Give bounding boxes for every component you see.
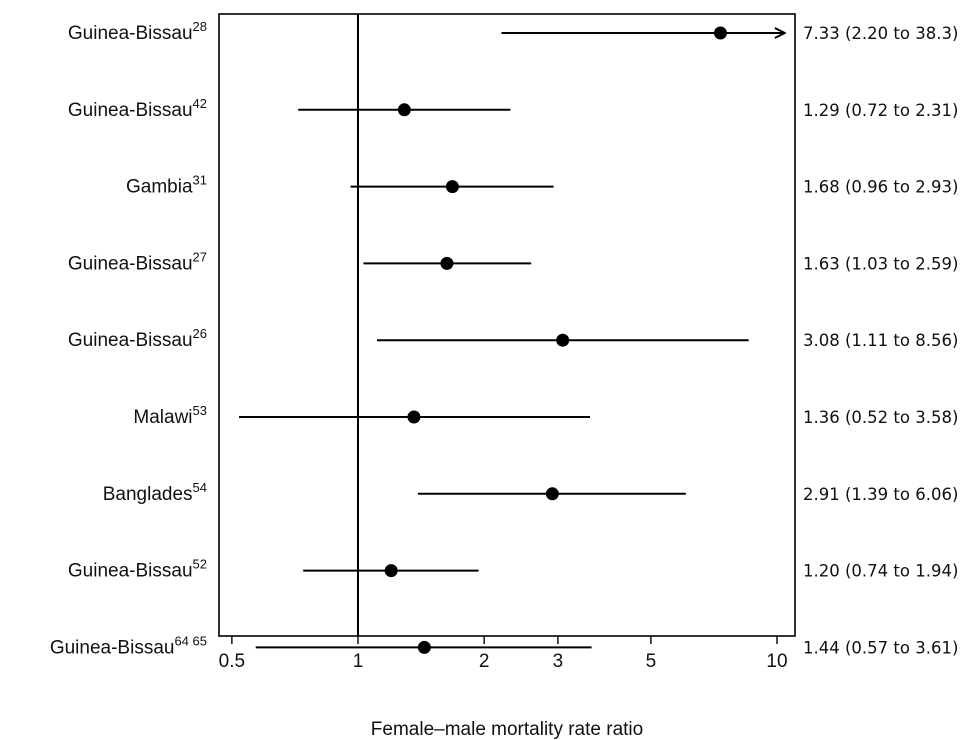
x-axis-label: Female–male mortality rate ratio — [371, 719, 643, 740]
estimate-point — [417, 640, 431, 654]
estimate-point — [545, 487, 559, 501]
ci-value-label: 1.44 (0.57 to 3.61) — [803, 638, 958, 657]
x-tick-label: 10 — [766, 651, 787, 672]
estimate-point — [440, 256, 454, 270]
study-name: Guinea-Bissau — [68, 23, 193, 44]
study-label: Guinea-Bissau28 — [68, 19, 207, 44]
study-label: Gambia31 — [126, 173, 207, 198]
x-tick-label: 3 — [553, 651, 564, 672]
ci-value-label: 3.08 (1.11 to 8.56) — [803, 331, 958, 350]
study-label: Guinea-Bissau27 — [68, 249, 207, 274]
study-name: Guinea-Bissau — [68, 100, 193, 121]
ci-value-label: 7.33 (2.20 to 38.3) — [803, 24, 958, 43]
ci-value-label: 1.63 (1.03 to 2.59) — [803, 254, 958, 273]
x-tick-label: 0.5 — [219, 651, 245, 672]
study-reference: 53 — [193, 403, 207, 418]
estimate-point — [397, 103, 411, 117]
study-label: Guinea-Bissau64 65 — [50, 633, 207, 658]
study-reference: 26 — [193, 326, 207, 341]
ci-value-label: 1.68 (0.96 to 2.93) — [803, 178, 958, 197]
study-name: Gambia — [126, 177, 193, 198]
study-name: Banglades — [103, 484, 193, 505]
study-label: Guinea-Bissau52 — [68, 557, 207, 582]
study-name: Guinea-Bissau — [50, 637, 175, 658]
study-label: Banglades54 — [103, 480, 207, 505]
ci-value-label: 1.36 (0.52 to 3.58) — [803, 408, 958, 427]
study-name: Guinea-Bissau — [68, 253, 193, 274]
study-reference: 54 — [193, 480, 207, 495]
ci-value-label: 1.20 (0.74 to 1.94) — [803, 562, 958, 581]
x-tick-label: 2 — [479, 651, 490, 672]
study-reference: 31 — [193, 173, 207, 188]
study-reference: 52 — [193, 557, 207, 572]
estimate-point — [407, 410, 421, 424]
study-label: Guinea-Bissau42 — [68, 96, 207, 121]
study-reference: 64 65 — [174, 633, 207, 648]
x-tick-label: 1 — [353, 651, 364, 672]
x-tick-label: 5 — [646, 651, 657, 672]
plot-frame — [218, 13, 796, 637]
estimate-point — [556, 333, 570, 347]
study-reference: 27 — [193, 249, 207, 264]
study-name: Guinea-Bissau — [68, 561, 193, 582]
study-reference: 28 — [193, 19, 207, 34]
estimate-point — [713, 26, 727, 40]
study-label: Malawi53 — [133, 403, 207, 428]
estimate-point — [445, 180, 459, 194]
estimate-point — [384, 564, 398, 578]
ci-value-label: 1.29 (0.72 to 2.31) — [803, 101, 958, 120]
study-reference: 42 — [193, 96, 207, 111]
study-name: Malawi — [133, 407, 192, 428]
study-label: Guinea-Bissau26 — [68, 326, 207, 351]
study-name: Guinea-Bissau — [68, 330, 193, 351]
ci-value-label: 2.91 (1.39 to 6.06) — [803, 485, 958, 504]
